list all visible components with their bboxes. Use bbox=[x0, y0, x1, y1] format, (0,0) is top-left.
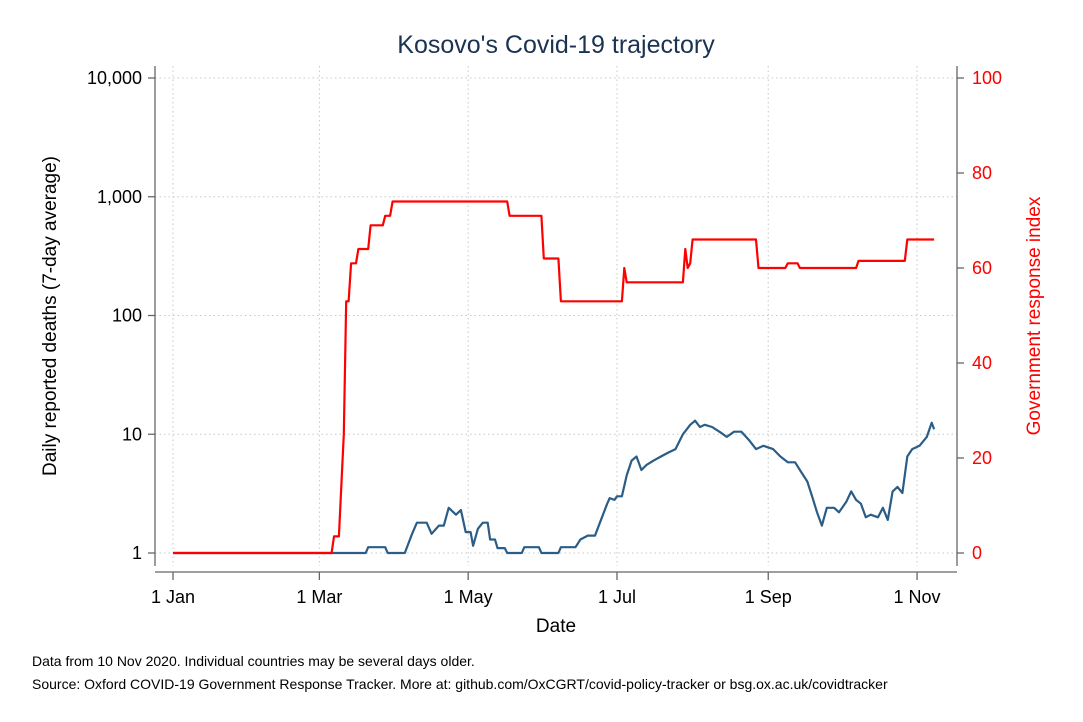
right-tick-label: 80 bbox=[972, 163, 992, 183]
right-tick-label: 60 bbox=[972, 258, 992, 278]
left-tick-label: 10 bbox=[122, 424, 142, 444]
right-tick-label: 0 bbox=[972, 543, 982, 563]
x-tick-label: 1 Mar bbox=[296, 587, 342, 607]
chart-title: Kosovo's Covid-19 trajectory bbox=[397, 31, 715, 59]
x-tick-label: 1 Sep bbox=[745, 587, 792, 607]
source-note: Source: Oxford COVID-19 Government Respo… bbox=[32, 676, 888, 692]
left-axis-ticks: 1 10 100 1,000 10,000 bbox=[87, 68, 155, 563]
left-tick-label: 100 bbox=[112, 306, 142, 326]
data-date-note: Data from 10 Nov 2020. Individual countr… bbox=[32, 653, 475, 669]
x-tick-label: 1 Jan bbox=[151, 587, 195, 607]
right-tick-label: 40 bbox=[972, 353, 992, 373]
x-tick-label: 1 May bbox=[444, 587, 493, 607]
left-tick-label: 1 bbox=[132, 543, 142, 563]
right-tick-label: 100 bbox=[972, 68, 1002, 88]
right-axis-title: Government response index bbox=[1024, 196, 1045, 435]
deaths-series-line bbox=[173, 419, 936, 555]
x-axis-ticks: 1 Jan 1 Mar 1 May 1 Jul 1 Sep 1 Nov bbox=[151, 572, 941, 607]
grid-lines bbox=[155, 66, 957, 566]
left-tick-label: 10,000 bbox=[87, 68, 142, 88]
right-tick-label: 20 bbox=[972, 448, 992, 468]
response-index-series-line bbox=[173, 200, 935, 555]
series-layer bbox=[173, 200, 936, 555]
left-axis-title: Daily reported deaths (7-day average) bbox=[40, 156, 61, 476]
left-tick-label: 1,000 bbox=[97, 187, 142, 207]
x-axis-title: Date bbox=[536, 616, 576, 637]
right-axis-ticks: 0 20 40 60 80 100 bbox=[957, 68, 1002, 563]
x-tick-label: 1 Jul bbox=[598, 587, 636, 607]
x-tick-label: 1 Nov bbox=[894, 587, 941, 607]
